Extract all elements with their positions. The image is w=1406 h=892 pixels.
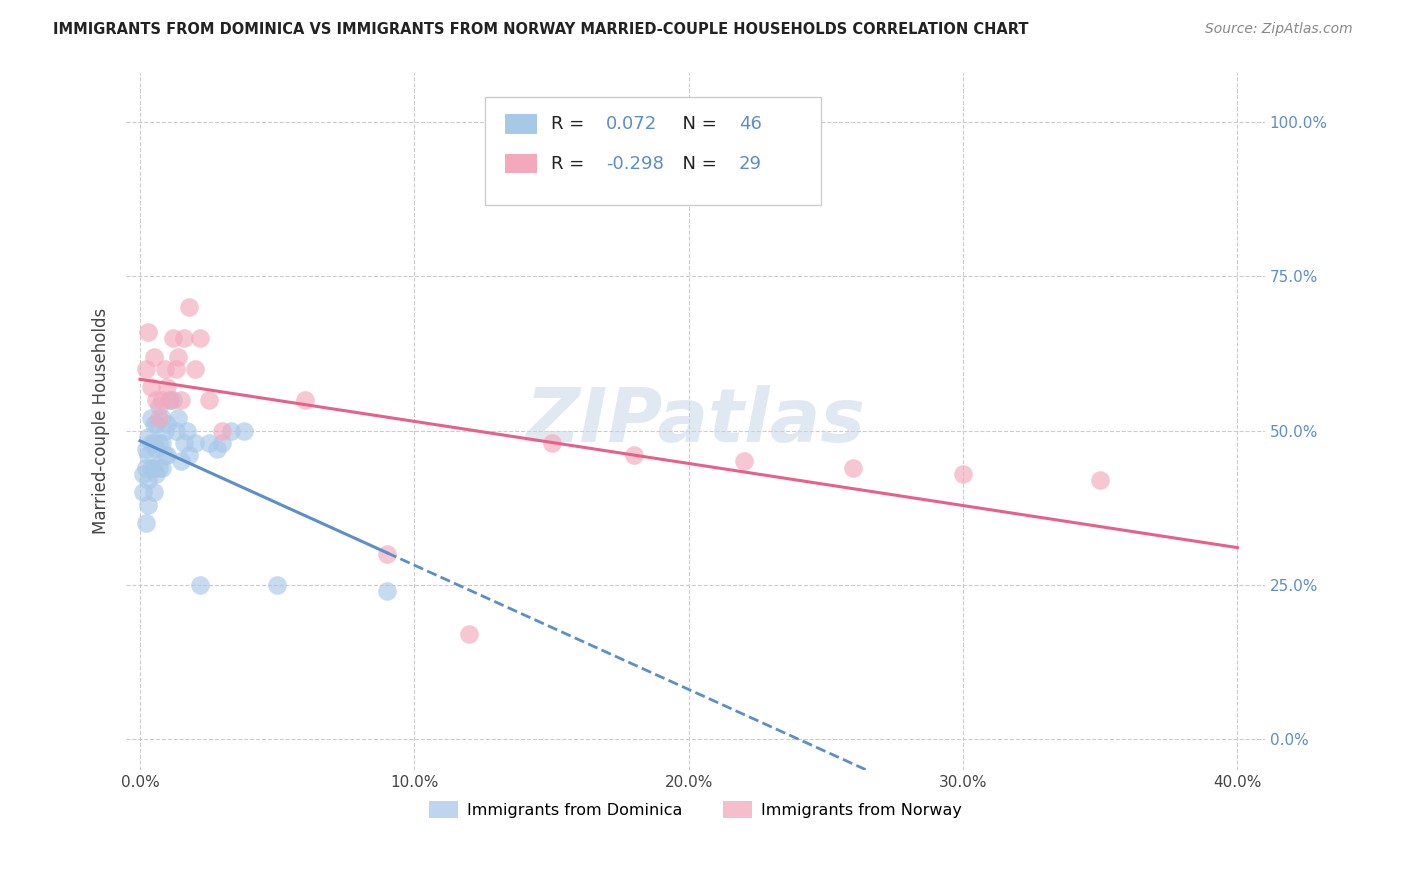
Point: [159, 392, 181, 407]
Point: [153, 362, 176, 376]
Point: [136, 325, 159, 339]
Point: [148, 399, 170, 413]
Point: [150, 392, 173, 407]
Point: [162, 392, 184, 407]
Point: [142, 417, 165, 432]
Point: [136, 498, 159, 512]
Text: 29: 29: [738, 154, 762, 172]
Point: [153, 448, 176, 462]
Point: [952, 467, 974, 481]
Point: [197, 392, 219, 407]
Point: [159, 392, 181, 407]
Point: [233, 424, 256, 438]
Point: [184, 436, 207, 450]
Text: N =: N =: [671, 154, 723, 172]
Point: [142, 350, 165, 364]
Point: [173, 331, 195, 345]
Point: [142, 485, 165, 500]
Point: [170, 392, 193, 407]
Point: [211, 436, 233, 450]
Point: [211, 424, 233, 438]
Point: [145, 417, 167, 432]
Point: [148, 460, 170, 475]
Y-axis label: Married-couple Households: Married-couple Households: [93, 309, 110, 534]
Point: [139, 411, 162, 425]
Text: -0.298: -0.298: [606, 154, 664, 172]
Point: [153, 424, 176, 438]
Point: [132, 485, 155, 500]
Point: [1090, 473, 1112, 487]
Point: [156, 417, 179, 432]
Point: [176, 424, 198, 438]
Text: R =: R =: [551, 115, 591, 133]
FancyBboxPatch shape: [505, 153, 537, 173]
Text: 46: 46: [738, 115, 762, 133]
Point: [139, 436, 162, 450]
Text: IMMIGRANTS FROM DOMINICA VS IMMIGRANTS FROM NORWAY MARRIED-COUPLE HOUSEHOLDS COR: IMMIGRANTS FROM DOMINICA VS IMMIGRANTS F…: [53, 22, 1029, 37]
Point: [190, 577, 212, 591]
Point: [156, 448, 179, 462]
Point: [179, 300, 201, 314]
Point: [148, 411, 170, 425]
Point: [540, 436, 562, 450]
Point: [219, 424, 242, 438]
Text: ZIPatlas: ZIPatlas: [526, 384, 866, 458]
Point: [136, 473, 159, 487]
FancyBboxPatch shape: [485, 97, 821, 205]
Point: [170, 454, 193, 468]
Point: [197, 436, 219, 450]
Point: [156, 380, 179, 394]
Point: [294, 392, 316, 407]
Text: Source: ZipAtlas.com: Source: ZipAtlas.com: [1205, 22, 1353, 37]
Point: [139, 460, 162, 475]
Point: [167, 350, 190, 364]
Point: [134, 460, 156, 475]
Point: [165, 424, 187, 438]
Point: [142, 460, 165, 475]
Point: [162, 331, 184, 345]
Point: [150, 411, 173, 425]
Point: [150, 436, 173, 450]
Point: [842, 460, 865, 475]
Point: [190, 331, 212, 345]
Point: [145, 467, 167, 481]
Point: [150, 460, 173, 475]
Point: [139, 380, 162, 394]
Point: [142, 436, 165, 450]
Point: [623, 448, 645, 462]
Point: [733, 454, 755, 468]
Point: [165, 362, 187, 376]
Text: N =: N =: [671, 115, 723, 133]
Point: [173, 436, 195, 450]
Point: [134, 442, 156, 456]
FancyBboxPatch shape: [505, 114, 537, 134]
Point: [134, 516, 156, 530]
Text: 0.072: 0.072: [606, 115, 657, 133]
Point: [134, 362, 156, 376]
Point: [167, 411, 190, 425]
Point: [375, 583, 398, 598]
Point: [145, 392, 167, 407]
Point: [184, 362, 207, 376]
Point: [179, 448, 201, 462]
Point: [458, 627, 481, 641]
Point: [266, 577, 288, 591]
Legend: Immigrants from Dominica, Immigrants from Norway: Immigrants from Dominica, Immigrants fro…: [423, 795, 969, 824]
Point: [145, 442, 167, 456]
Point: [136, 430, 159, 444]
Text: R =: R =: [551, 154, 591, 172]
Point: [136, 448, 159, 462]
Point: [148, 436, 170, 450]
Point: [132, 467, 155, 481]
Point: [205, 442, 228, 456]
Point: [375, 547, 398, 561]
